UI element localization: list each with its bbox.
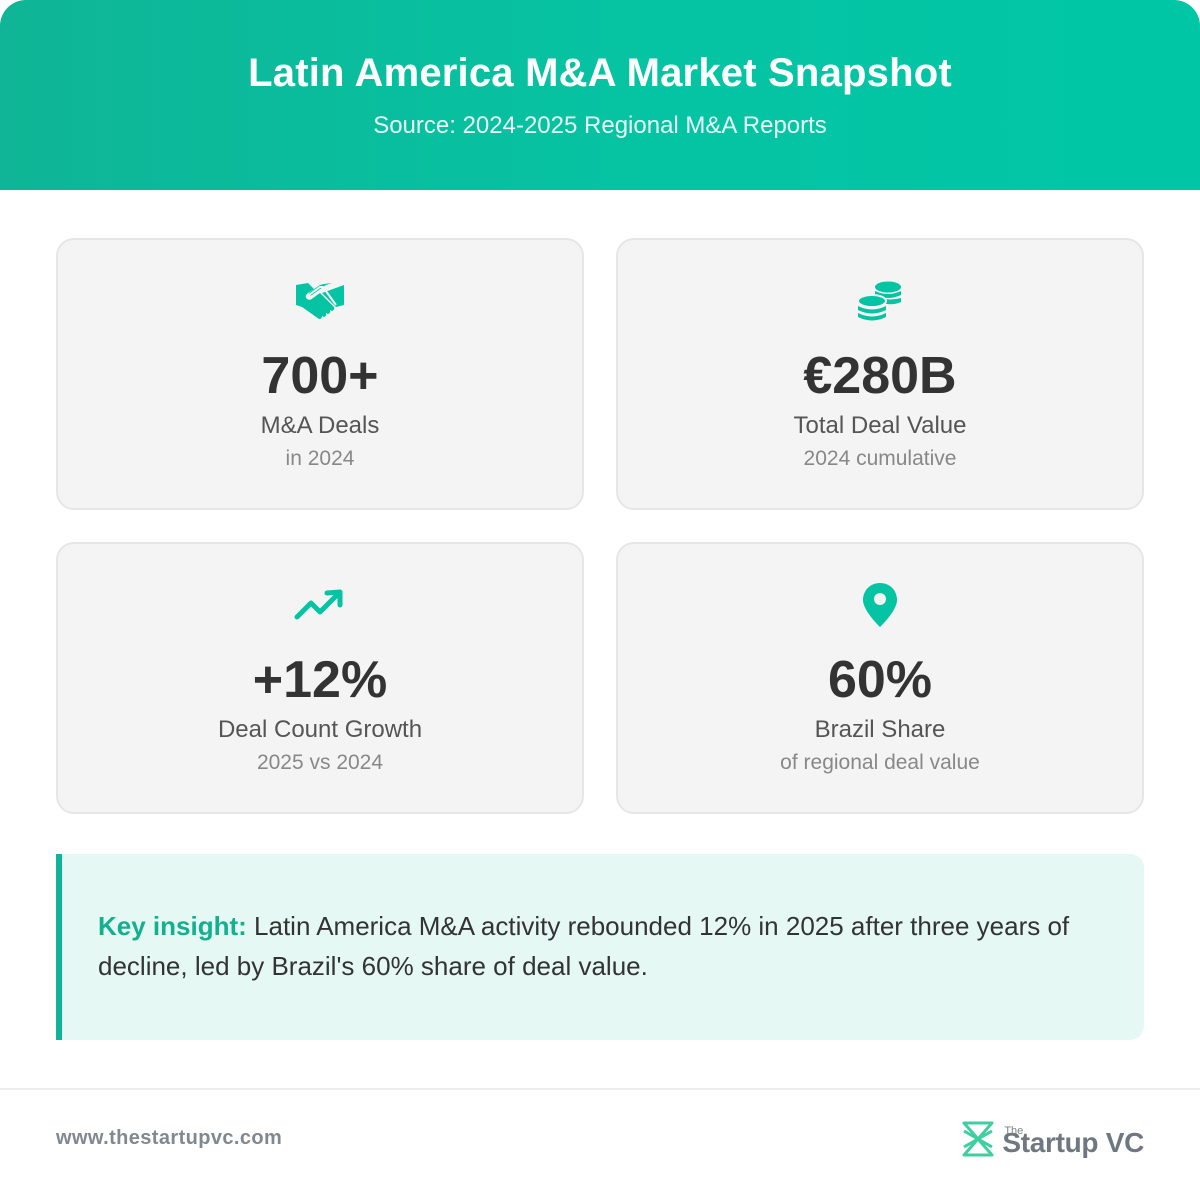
brand-small: The: [1004, 1125, 1024, 1137]
brand-name: Startup VC: [1002, 1127, 1144, 1158]
insight-lead: Key insight:: [98, 911, 247, 941]
stat-value: +12%: [252, 651, 388, 709]
stat-label: Brazil Share: [814, 716, 946, 743]
page-title: Latin America M&A Market Snapshot: [248, 51, 952, 95]
stat-label: Total Deal Value: [793, 412, 967, 439]
footer-url: www.thestartupvc.com: [56, 1127, 283, 1149]
coins-icon: [852, 278, 908, 324]
stat-value: 60%: [827, 651, 933, 709]
key-insight-box: Key insight: Latin America M&A activity …: [56, 854, 1144, 1040]
startupvc-logo-icon: [962, 1121, 994, 1157]
stat-sublabel: of regional deal value: [780, 751, 980, 774]
handshake-icon: [292, 278, 348, 324]
source-subtitle: Source: 2024-2025 Regional M&A Reports: [373, 112, 827, 139]
brand-wordmark: The Startup VC: [1002, 1125, 1144, 1158]
footer-divider: [0, 1088, 1200, 1090]
stat-card-growth: +12% Deal Count Growth 2025 vs 2024: [56, 542, 584, 814]
stat-value: €280B: [803, 347, 957, 405]
stats-grid: 700+ M&A Deals in 2024 €280B Total Deal …: [56, 238, 1144, 814]
stat-label: Deal Count Growth: [217, 716, 423, 743]
stat-label: M&A Deals: [260, 412, 380, 439]
stat-card-value: €280B Total Deal Value 2024 cumulative: [616, 238, 1144, 510]
header-banner: Latin America M&A Market Snapshot Source…: [0, 0, 1200, 190]
stat-card-deals: 700+ M&A Deals in 2024: [56, 238, 584, 510]
stat-card-brazil: 60% Brazil Share of regional deal value: [616, 542, 1144, 814]
brand-logo: The Startup VC: [960, 1114, 1144, 1158]
stat-sublabel: 2025 vs 2024: [256, 751, 384, 774]
stat-sublabel: 2024 cumulative: [803, 447, 957, 470]
stat-sublabel: in 2024: [285, 447, 355, 470]
trending-up-icon: [292, 582, 348, 628]
insight-text: Latin America M&A activity rebounded 12%…: [98, 911, 1070, 981]
map-pin-icon: [852, 582, 908, 628]
stat-value: 700+: [261, 347, 379, 405]
